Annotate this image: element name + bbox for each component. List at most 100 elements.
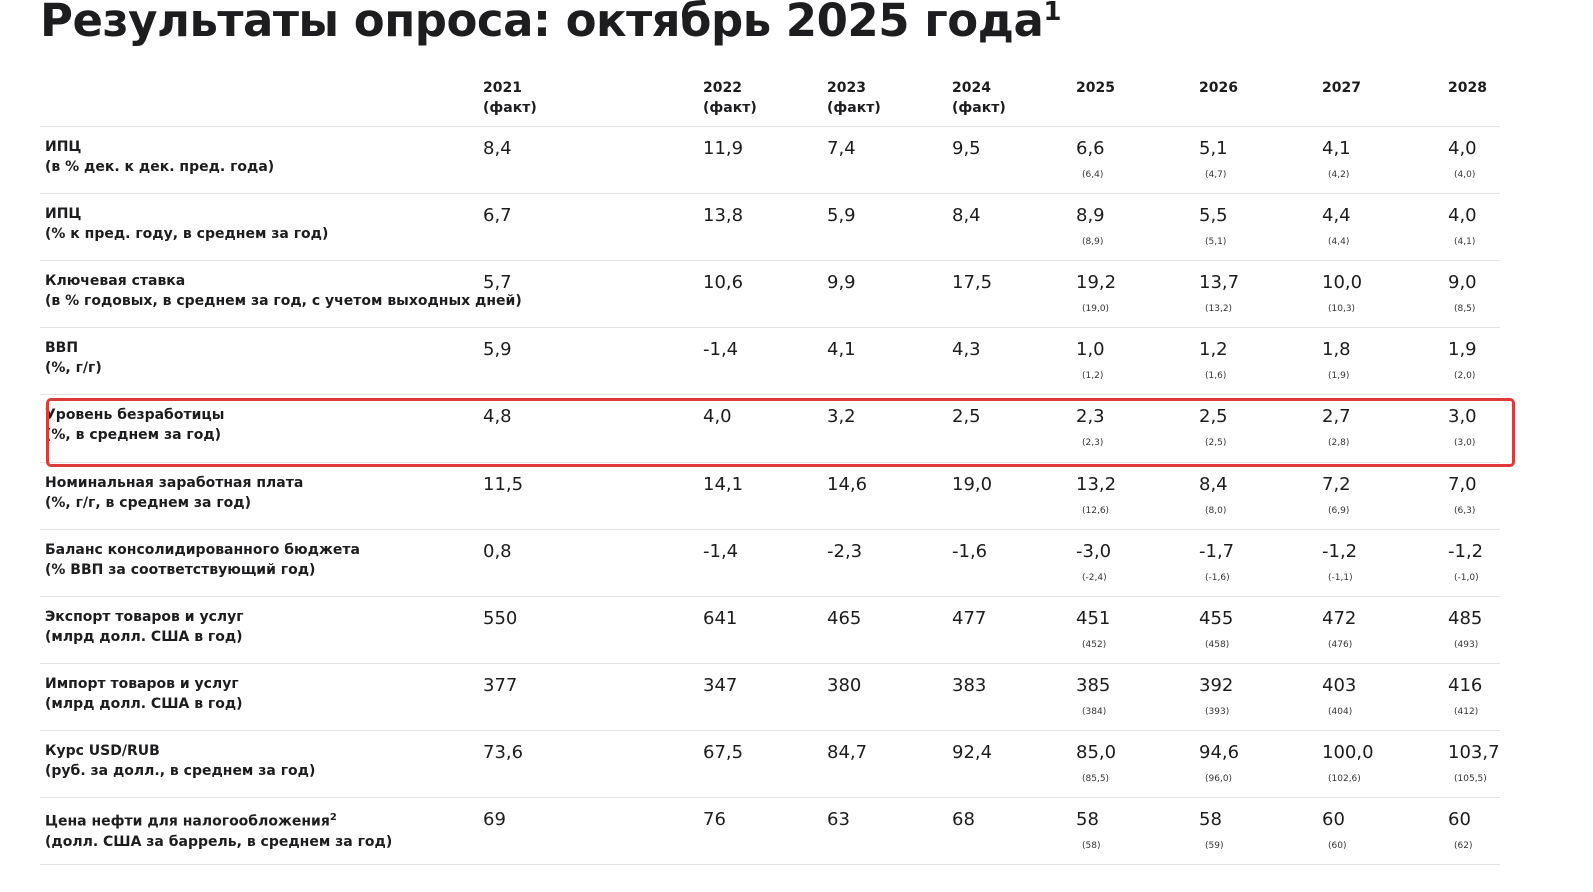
cell-value: 4,1	[827, 339, 856, 361]
cell-value: 73,6	[483, 741, 524, 763]
cell-previous: (4,2)	[1328, 170, 1350, 180]
cell-previous: (2,5)	[1205, 438, 1227, 449]
cell-value: 4,1	[1322, 138, 1351, 159]
row-divider	[40, 394, 1500, 396]
row-divider	[40, 864, 1500, 866]
cell-previous: (384)	[1082, 706, 1107, 717]
cell-previous: (85,5)	[1082, 773, 1110, 784]
column-header: 2026	[1199, 78, 1238, 98]
column-year: 2023	[827, 80, 866, 96]
row-title: ИПЦ	[45, 204, 328, 224]
row-title-text: Баланс консолидированного бюджета	[45, 541, 360, 558]
row-title: Цена нефти для налогообложения2	[45, 808, 392, 832]
cell-value: 67,5	[703, 741, 744, 763]
cell-value: 94,6	[1199, 741, 1240, 763]
row-unit: (в % годовых, в среднем за год, с учетом…	[45, 293, 522, 310]
row-title: Ключевая ставка	[45, 271, 522, 291]
cell-previous: (6,3)	[1454, 505, 1476, 516]
cell-previous: (412)	[1454, 706, 1479, 717]
cell-previous: (2,0)	[1454, 371, 1476, 382]
row-unit: (%, в среднем за год)	[45, 427, 222, 444]
cell-value: 9,0	[1448, 272, 1477, 294]
column-header: 2021 (факт)	[483, 78, 537, 118]
cell-value: 1,2	[1199, 339, 1228, 361]
cell-previous: (458)	[1205, 639, 1230, 650]
cell-value: 7,2	[1322, 473, 1351, 495]
cell-value: 6,6	[1076, 138, 1105, 159]
column-note: (факт)	[483, 100, 537, 116]
column-note: (факт)	[703, 100, 757, 116]
row-title: Импорт товаров и услуг	[45, 674, 243, 694]
cell-value: 7,0	[1448, 473, 1477, 495]
cell-value: 11,5	[483, 473, 524, 495]
row-divider	[40, 126, 1500, 127]
row-label: ИПЦ (% к пред. году, в среднем за год)	[45, 204, 328, 244]
cell-previous: (-1,6)	[1205, 572, 1230, 583]
row-divider	[40, 797, 1500, 798]
cell-value: 485	[1448, 607, 1483, 629]
row-divider	[40, 260, 1500, 262]
cell-value: 6,7	[483, 205, 512, 227]
cell-value: 9,5	[952, 138, 981, 159]
row-title: Уровень безработицы	[45, 405, 224, 425]
cell-previous: (493)	[1454, 639, 1479, 650]
cell-previous: (476)	[1328, 639, 1353, 650]
column-note: (факт)	[952, 100, 1006, 116]
cell-value: -2,3	[827, 540, 863, 562]
cell-value: 1,0	[1076, 339, 1105, 361]
row-unit: (%, г/г)	[45, 360, 102, 377]
row-divider	[40, 528, 1500, 530]
cell-value: -1,2	[1322, 540, 1358, 562]
cell-value: 8,4	[483, 138, 512, 159]
row-divider	[40, 729, 1500, 731]
row-title: ВВП	[45, 338, 102, 358]
row-unit: (руб. за долл., в среднем за год)	[45, 762, 316, 779]
row-unit: (в % дек. к дек. пред. года)	[45, 159, 275, 175]
cell-value: 103,7	[1448, 741, 1500, 763]
cell-value: 641	[703, 607, 738, 629]
cell-value: 19,0	[952, 473, 993, 495]
row-label: Цена нефти для налогообложения2 (долл. СШ…	[45, 808, 392, 852]
cell-previous: (1,2)	[1082, 371, 1104, 382]
cell-value: 9,9	[827, 272, 856, 294]
cell-value: 10,6	[703, 272, 744, 294]
cell-value: 100,0	[1322, 741, 1374, 763]
column-note: (факт)	[827, 100, 881, 116]
column-header: 2024 (факт)	[952, 78, 1006, 118]
cell-value: 14,1	[703, 473, 744, 495]
cell-value: 451	[1076, 607, 1111, 629]
cell-value: 13,2	[1076, 473, 1117, 495]
row-title-text: Экспорт товаров и услуг	[45, 608, 244, 625]
title-text: Результаты опроса: октябрь 2025 года	[40, 0, 1044, 47]
cell-value: 0,8	[483, 540, 512, 562]
cell-value: 14,6	[827, 473, 868, 495]
cell-previous: (4,1)	[1454, 237, 1476, 248]
cell-previous: (2,8)	[1328, 438, 1350, 449]
column-year: 2021	[483, 80, 522, 96]
column-year: 2025	[1076, 80, 1115, 96]
cell-value: 17,5	[952, 272, 993, 294]
row-label: Уровень безработицы (%, в среднем за год)	[45, 405, 224, 445]
row-title-text: ИПЦ	[45, 206, 82, 223]
cell-value: 5,9	[483, 339, 512, 361]
cell-value: 68	[952, 809, 975, 830]
cell-value: 380	[827, 674, 862, 696]
cell-value: 84,7	[827, 741, 868, 763]
cell-value: 60	[1322, 809, 1345, 830]
cell-value: -1,4	[703, 540, 739, 562]
row-title-text: Ключевая ставка	[45, 273, 186, 290]
cell-previous: (4,4)	[1328, 237, 1350, 248]
row-label: Номинальная заработная плата (%, г/г, в с…	[45, 473, 303, 513]
row-divider	[40, 193, 1500, 195]
cell-previous: (6,9)	[1328, 505, 1350, 516]
row-unit: (% к пред. году, в среднем за год)	[45, 226, 329, 243]
cell-previous: (8,5)	[1454, 304, 1476, 315]
cell-value: 63	[827, 809, 850, 830]
cell-value: 416	[1448, 674, 1483, 696]
cell-previous: (12,6)	[1082, 505, 1110, 516]
cell-value: 8,4	[952, 205, 981, 227]
cell-value: 1,8	[1322, 339, 1351, 361]
row-unit: (% ВВП за соответствующий год)	[45, 561, 316, 578]
column-header: 2028	[1448, 78, 1487, 98]
